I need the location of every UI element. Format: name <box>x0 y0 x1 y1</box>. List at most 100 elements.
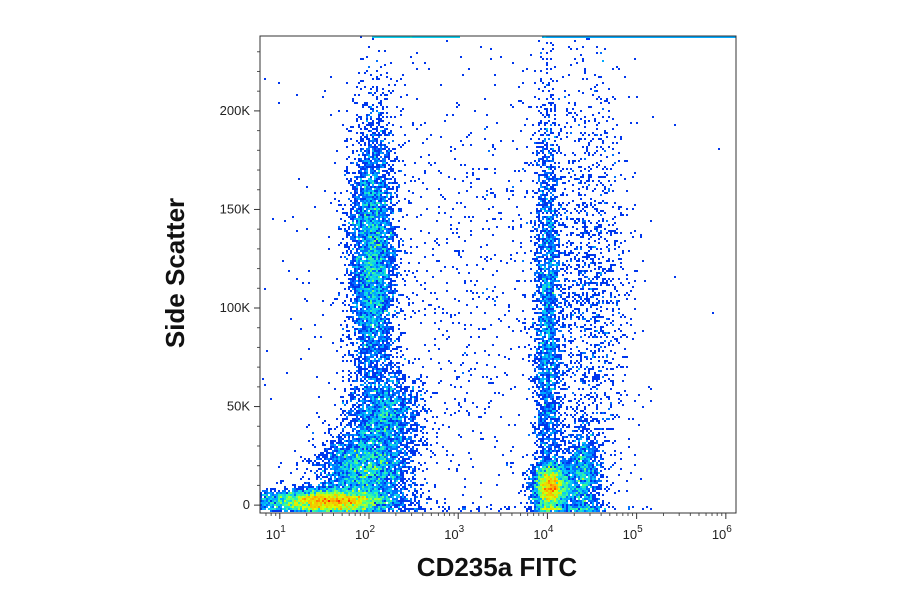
density-cell <box>568 294 570 296</box>
density-cell <box>592 138 594 140</box>
density-cell <box>540 220 542 222</box>
density-cell <box>370 134 372 136</box>
density-cell <box>480 246 482 248</box>
density-cell <box>360 236 362 238</box>
density-cell <box>594 204 596 206</box>
density-cell <box>500 212 502 214</box>
density-cell <box>376 166 378 168</box>
density-cell <box>604 278 606 280</box>
density-cell <box>362 308 364 310</box>
density-cell <box>350 338 352 340</box>
density-cell <box>544 346 546 348</box>
density-cell <box>386 238 388 240</box>
density-cell <box>378 342 380 344</box>
density-cell <box>546 346 548 348</box>
density-cell <box>368 182 370 184</box>
density-cell <box>552 250 554 252</box>
density-cell <box>358 116 360 118</box>
density-cell <box>374 340 376 342</box>
density-cell <box>588 120 590 122</box>
density-cell <box>552 290 554 292</box>
density-cell <box>588 254 590 256</box>
density-cell <box>542 294 544 296</box>
density-cell <box>570 352 572 354</box>
density-cell <box>346 232 348 234</box>
density-cell <box>606 192 608 194</box>
density-cell <box>360 232 362 234</box>
density-cell <box>366 184 368 186</box>
density-cell <box>376 292 378 294</box>
density-cell <box>560 312 562 314</box>
density-cell <box>376 254 378 256</box>
density-cell <box>454 314 456 316</box>
density-cell <box>546 160 548 162</box>
density-cell <box>364 280 366 282</box>
density-cell <box>372 196 374 198</box>
density-cell <box>368 224 370 226</box>
density-cell <box>544 294 546 296</box>
density-cell <box>346 138 348 140</box>
density-cell <box>588 282 590 284</box>
density-cell <box>370 318 372 320</box>
density-cell <box>584 222 586 224</box>
density-cell <box>350 200 352 202</box>
density-cell <box>358 254 360 256</box>
density-cell <box>360 266 362 268</box>
density-cell <box>548 354 550 356</box>
density-cell <box>354 276 356 278</box>
density-cell <box>550 320 552 322</box>
density-cell <box>366 128 368 130</box>
density-cell <box>386 76 388 78</box>
density-cell <box>408 302 410 304</box>
density-cell <box>564 182 566 184</box>
density-cell <box>360 278 362 280</box>
density-cell <box>384 190 386 192</box>
density-cell <box>552 354 554 356</box>
density-cell <box>362 200 364 202</box>
density-cell <box>478 336 480 338</box>
density-cell <box>606 332 608 334</box>
density-cell <box>372 300 374 302</box>
density-cell <box>400 36 402 38</box>
density-cell <box>386 338 388 340</box>
density-cell <box>380 256 382 258</box>
density-cell <box>372 204 374 206</box>
density-cell <box>608 250 610 252</box>
density-cell <box>614 230 616 232</box>
density-cell <box>366 216 368 218</box>
density-cell <box>384 154 386 156</box>
density-cell <box>554 332 556 334</box>
density-cell <box>628 250 630 252</box>
density-cell <box>542 146 544 148</box>
density-cell <box>580 118 582 120</box>
density-cell <box>388 306 390 308</box>
density-cell <box>612 206 614 208</box>
density-cell <box>560 224 562 226</box>
density-cell <box>376 310 378 312</box>
density-cell <box>376 110 378 112</box>
density-cell <box>376 274 378 276</box>
density-cell <box>566 296 568 298</box>
density-cell <box>384 50 386 52</box>
density-cell <box>358 280 360 282</box>
density-cell <box>544 260 546 262</box>
density-cell <box>492 146 494 148</box>
density-cell <box>364 306 366 308</box>
density-cell <box>362 248 364 250</box>
density-cell <box>548 292 550 294</box>
density-cell <box>384 210 386 212</box>
density-cell <box>536 230 538 232</box>
density-cell <box>586 180 588 182</box>
density-cell <box>586 36 588 38</box>
density-cell <box>362 226 364 228</box>
density-cell <box>376 208 378 210</box>
density-cell <box>416 128 418 130</box>
density-cell <box>388 208 390 210</box>
density-cell <box>602 82 604 84</box>
density-cell <box>376 260 378 262</box>
density-cell <box>352 316 354 318</box>
density-cell <box>374 182 376 184</box>
density-cell <box>328 236 330 238</box>
density-cell <box>584 284 586 286</box>
density-cell <box>358 234 360 236</box>
